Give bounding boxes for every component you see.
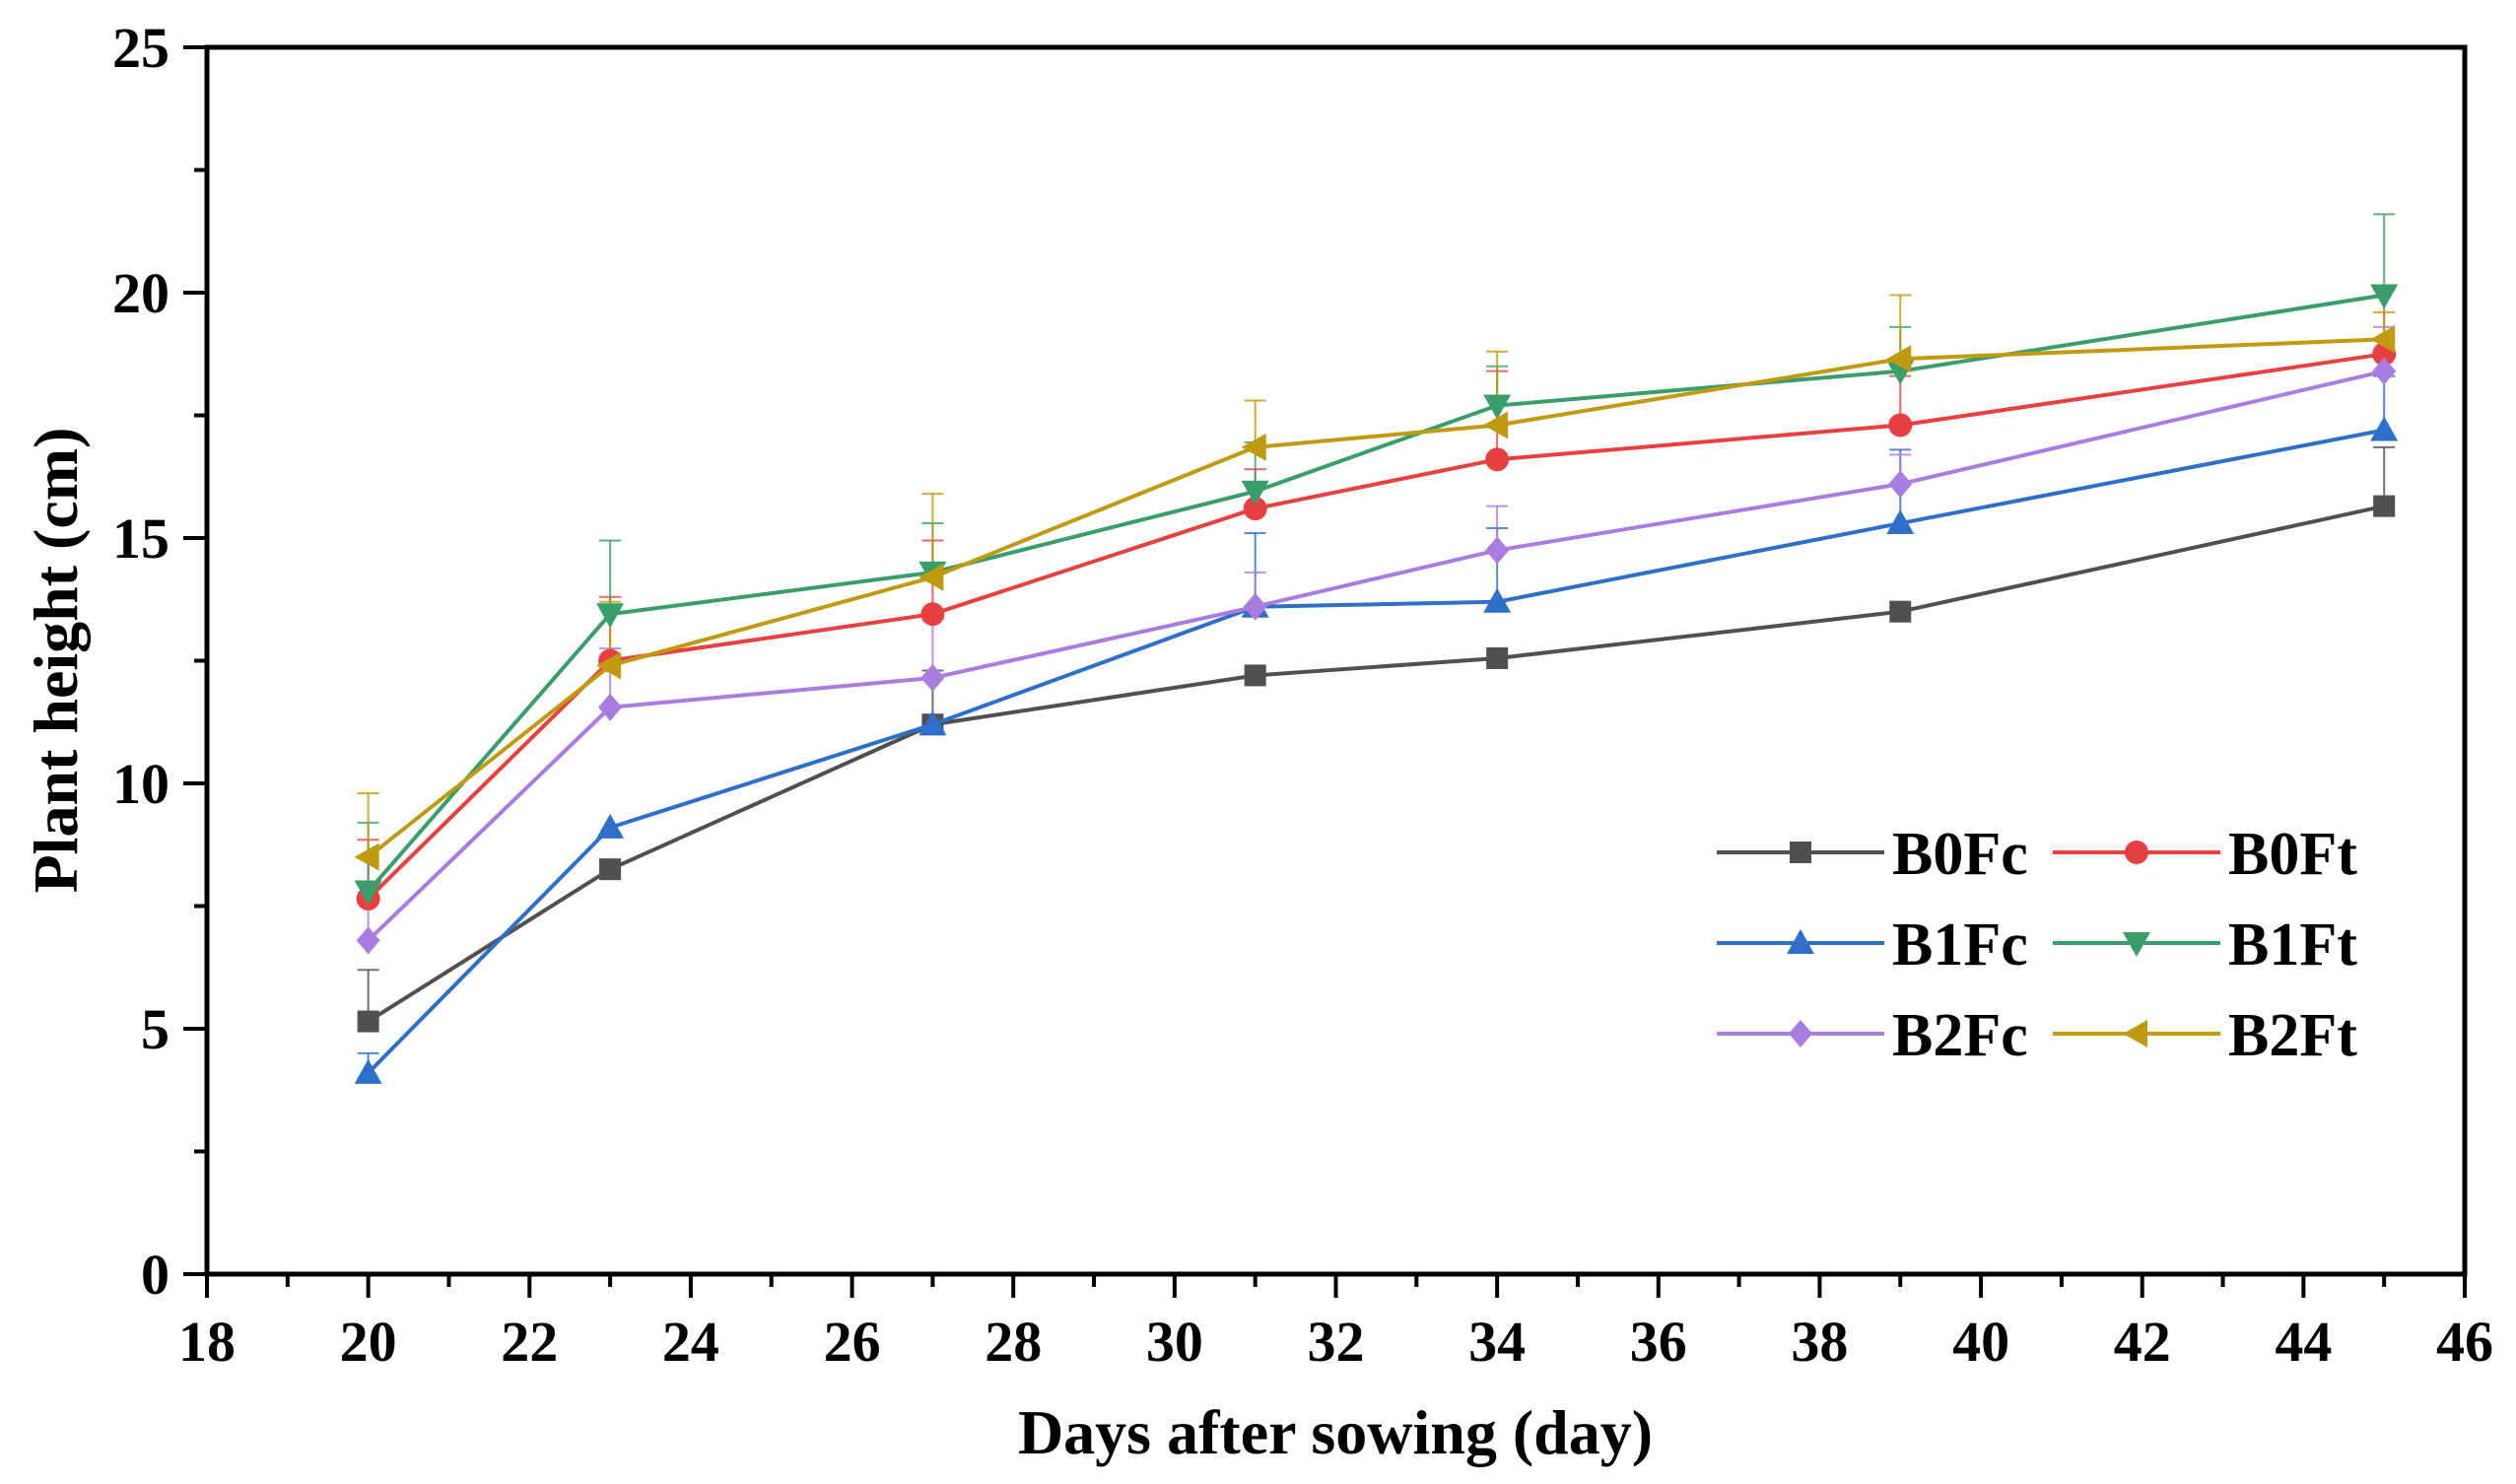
point-b0ft-x39 xyxy=(1888,413,1913,438)
x-tick-label-26: 26 xyxy=(824,1310,881,1374)
point-b1ft-x45 xyxy=(2370,284,2399,309)
point-b0fc-x39 xyxy=(1889,600,1912,623)
point-b2fc-x27 xyxy=(920,663,945,692)
legend-marker-b0ft xyxy=(2125,841,2148,864)
point-b2ft-x23 xyxy=(596,651,622,680)
x-axis-title: Days after sowing (day) xyxy=(1018,1397,1653,1467)
x-tick-label-22: 22 xyxy=(501,1310,558,1374)
point-b2ft-x45 xyxy=(2370,325,2396,354)
legend-marker-b1ft xyxy=(2123,932,2150,957)
legend-label-b2fc: B2Fc xyxy=(1892,1002,2028,1069)
x-tick-label-46: 46 xyxy=(2436,1310,2493,1374)
y-tick-label-0: 0 xyxy=(141,1243,170,1307)
legend: B0Fc B0Ft B1Fc B1Ft B2Fc B2Ft xyxy=(1717,821,2357,1069)
point-b2fc-x39 xyxy=(1888,470,1913,499)
x-tick-label-24: 24 xyxy=(662,1310,719,1374)
series-line-b2ft xyxy=(367,337,2385,859)
x-tick-label-36: 36 xyxy=(1630,1310,1687,1374)
point-b2ft-x20 xyxy=(354,843,379,871)
point-b1fc-x27 xyxy=(918,710,947,736)
point-b2fc-x20 xyxy=(356,926,380,955)
x-tick-label-38: 38 xyxy=(1791,1310,1848,1374)
point-b1ft-x23 xyxy=(596,603,625,629)
point-b0fc-x45 xyxy=(2373,495,2396,517)
x-tick-label-40: 40 xyxy=(1952,1310,2009,1374)
y-tick-label-5: 5 xyxy=(141,997,170,1061)
x-tick-label-44: 44 xyxy=(2275,1310,2332,1374)
point-b0ft-x34 xyxy=(1485,447,1510,472)
x-tick-label-32: 32 xyxy=(1308,1310,1365,1374)
point-b1fc-x34 xyxy=(1483,587,1512,613)
series-line-b1ft xyxy=(367,293,2385,893)
point-b1ft-x34 xyxy=(1483,394,1512,420)
point-b2ft-x39 xyxy=(1886,345,1912,373)
legend-label-b0fc: B0Fc xyxy=(1892,821,2028,888)
x-tick-label-18: 18 xyxy=(178,1310,236,1374)
point-b0ft-x31 xyxy=(1243,497,1267,521)
y-tick-label-20: 20 xyxy=(112,261,170,325)
point-b0fc-x31 xyxy=(1244,664,1266,687)
point-b2ft-x31 xyxy=(1241,433,1266,461)
x-tick-label-30: 30 xyxy=(1146,1310,1203,1374)
x-tick-label-34: 34 xyxy=(1468,1310,1526,1374)
point-b1fc-x20 xyxy=(354,1058,382,1084)
x-tick-label-20: 20 xyxy=(340,1310,397,1374)
series-line-b1fc xyxy=(367,428,2385,1075)
point-b0fc-x34 xyxy=(1486,647,1509,670)
point-b1ft-x20 xyxy=(354,880,382,906)
legend-marker-b1fc xyxy=(1787,929,1814,954)
point-b1fc-x45 xyxy=(2370,416,2399,441)
point-b0fc-x20 xyxy=(357,1010,379,1033)
point-b1ft-x31 xyxy=(1241,480,1269,506)
legend-label-b2ft: B2Ft xyxy=(2228,1002,2357,1069)
x-tick-label-42: 42 xyxy=(2114,1310,2171,1374)
legend-marker-b2fc xyxy=(1789,1020,1812,1047)
point-b1fc-x39 xyxy=(1886,509,1915,535)
legend-label-b1fc: B1Fc xyxy=(1892,911,2028,978)
y-tick-label-25: 25 xyxy=(112,16,170,80)
point-b2ft-x34 xyxy=(1483,411,1509,439)
point-b2fc-x23 xyxy=(598,693,623,721)
legend-marker-b0fc xyxy=(1790,842,1811,863)
legend-label-b1ft: B1Ft xyxy=(2228,911,2357,978)
legend-marker-b2ft xyxy=(2123,1020,2147,1047)
y-tick-label-15: 15 xyxy=(112,506,170,571)
point-b1fc-x23 xyxy=(596,813,625,839)
point-b0fc-x23 xyxy=(599,858,622,881)
x-tick-label-28: 28 xyxy=(985,1310,1042,1374)
plot-frame xyxy=(204,44,2468,1277)
point-b2fc-x45 xyxy=(2372,357,2397,385)
point-b2fc-x34 xyxy=(1485,536,1510,565)
axes-group: 18 20 22 24 26 28 30 32 34 36 38 40 42 44 46 0 5 10 15 20 25 xyxy=(112,16,2493,1374)
y-axis-title: Plant height (cm) xyxy=(21,428,91,894)
legend-label-b0ft: B0Ft xyxy=(2228,821,2357,888)
point-b0ft-x27 xyxy=(920,602,945,627)
series-line-b2fc xyxy=(367,369,2385,942)
y-tick-label-10: 10 xyxy=(112,752,170,816)
point-b2fc-x31 xyxy=(1243,592,1267,621)
point-b2ft-x27 xyxy=(918,563,944,591)
series-group xyxy=(354,284,2399,1084)
